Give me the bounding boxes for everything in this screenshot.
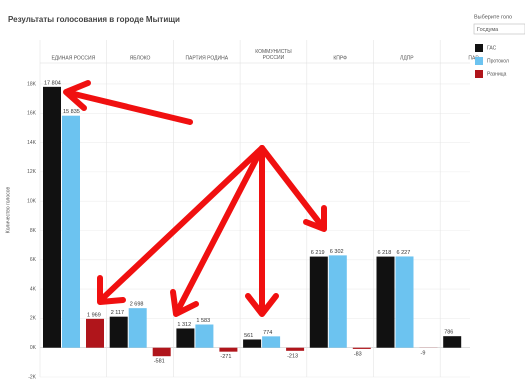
legend-label: Протокол [487, 58, 509, 64]
bar [243, 339, 262, 348]
bar [395, 256, 414, 348]
value-label: 6 219 [311, 250, 325, 256]
bar [86, 318, 104, 348]
bar [128, 308, 147, 348]
y-tick-label: 4K [30, 286, 37, 292]
value-label: 1 312 [177, 322, 191, 328]
y-tick-label: 14K [27, 140, 37, 146]
bar [195, 324, 214, 348]
bar [219, 347, 238, 352]
bar [176, 328, 195, 348]
y-tick-label: 8K [30, 228, 37, 234]
bar [376, 256, 395, 348]
column-header: ЛДПР [400, 55, 414, 61]
plot: -2K 0K 2K 4K 6K 8K 10K 12K 14K 16K 18K ЕДИНАЯ РОССИ… [27, 40, 479, 380]
y-tick-label: 16K [27, 111, 37, 117]
chart-title: Результаты голосования в городе Мытищи [8, 15, 180, 24]
selector[interactable] [473, 23, 525, 35]
selector-label: Выберите голо [474, 14, 512, 20]
y-tick-label: 18K [27, 81, 37, 87]
value-label: 6 218 [378, 250, 392, 256]
value-label: 786 [444, 330, 453, 336]
y-tick-label: 10K [27, 199, 37, 205]
column-header: КОММУНИСТЫ РОССИИ [255, 49, 292, 61]
value-label: 6 227 [397, 250, 411, 256]
value-label: 17 804 [44, 80, 61, 86]
annotation-arrows [63, 80, 327, 317]
y-tick-label: 0K [30, 345, 37, 351]
value-label: 15 835 [63, 109, 80, 115]
y-axis-label: Количество голосов [5, 186, 11, 233]
column-header: ЯБЛОКО [130, 55, 151, 61]
value-label: 2 698 [130, 302, 144, 308]
legend-swatch [475, 57, 483, 65]
value-label: 1 969 [87, 312, 101, 318]
bar [328, 255, 347, 348]
value-label: -9 [421, 350, 426, 356]
value-label: -83 [354, 351, 362, 357]
selector-value: Госдума [477, 27, 499, 33]
value-label: 6 302 [330, 249, 344, 255]
value-label: -581 [154, 359, 165, 365]
legend-swatch [475, 70, 483, 78]
value-label: 2 117 [111, 310, 124, 316]
legend-label: Разница [487, 71, 507, 77]
bar [109, 316, 128, 348]
bar [309, 256, 328, 348]
legend-label: ГАС [487, 45, 497, 51]
bar [352, 347, 371, 349]
y-tick-label: 2K [30, 316, 37, 322]
legend-swatch [475, 44, 483, 52]
column-header: КПРФ [333, 55, 347, 61]
y-tick-label: 12K [27, 169, 37, 175]
value-label: 1 583 [196, 318, 210, 324]
bar [443, 336, 462, 348]
column-header: ПАР [468, 55, 479, 61]
value-label: -271 [220, 354, 231, 360]
bar [62, 115, 80, 348]
y-tick-label: 6K [30, 257, 37, 263]
bar [43, 86, 61, 348]
value-label: -213 [287, 353, 298, 359]
column-header: ПАРТИЯ РОДИНА [185, 55, 228, 61]
bar [152, 347, 171, 357]
value-label: 561 [244, 333, 253, 339]
bar [262, 336, 281, 348]
bar [286, 347, 305, 351]
y-tick-label: -2K [28, 374, 36, 380]
column-header: ЕДИНАЯ РОССИЯ [51, 55, 95, 61]
value-label: 774 [263, 330, 272, 336]
